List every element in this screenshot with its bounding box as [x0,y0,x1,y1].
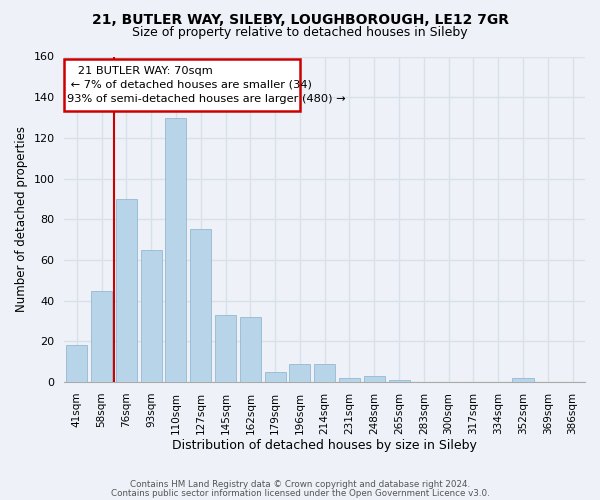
Bar [66,346,88,382]
FancyBboxPatch shape [64,58,300,112]
Text: 21 BUTLER WAY: 70sqm
 ← 7% of detached houses are smaller (34)
93% of semi-detac: 21 BUTLER WAY: 70sqm ← 7% of detached ho… [67,66,346,104]
Text: 21, BUTLER WAY, SILEBY, LOUGHBOROUGH, LE12 7GR: 21, BUTLER WAY, SILEBY, LOUGHBOROUGH, LE… [91,12,509,26]
Bar [116,199,137,382]
Bar [190,230,211,382]
Bar [389,380,410,382]
Text: Contains HM Land Registry data © Crown copyright and database right 2024.: Contains HM Land Registry data © Crown c… [130,480,470,489]
Bar [265,372,286,382]
Bar [215,315,236,382]
Bar [314,364,335,382]
Bar [289,364,310,382]
X-axis label: Distribution of detached houses by size in Sileby: Distribution of detached houses by size … [172,440,477,452]
Bar [166,118,187,382]
Text: Size of property relative to detached houses in Sileby: Size of property relative to detached ho… [132,26,468,39]
Bar [91,290,112,382]
Y-axis label: Number of detached properties: Number of detached properties [15,126,28,312]
Bar [512,378,533,382]
Bar [140,250,162,382]
Bar [339,378,360,382]
Text: Contains public sector information licensed under the Open Government Licence v3: Contains public sector information licen… [110,489,490,498]
Bar [240,317,261,382]
Bar [364,376,385,382]
